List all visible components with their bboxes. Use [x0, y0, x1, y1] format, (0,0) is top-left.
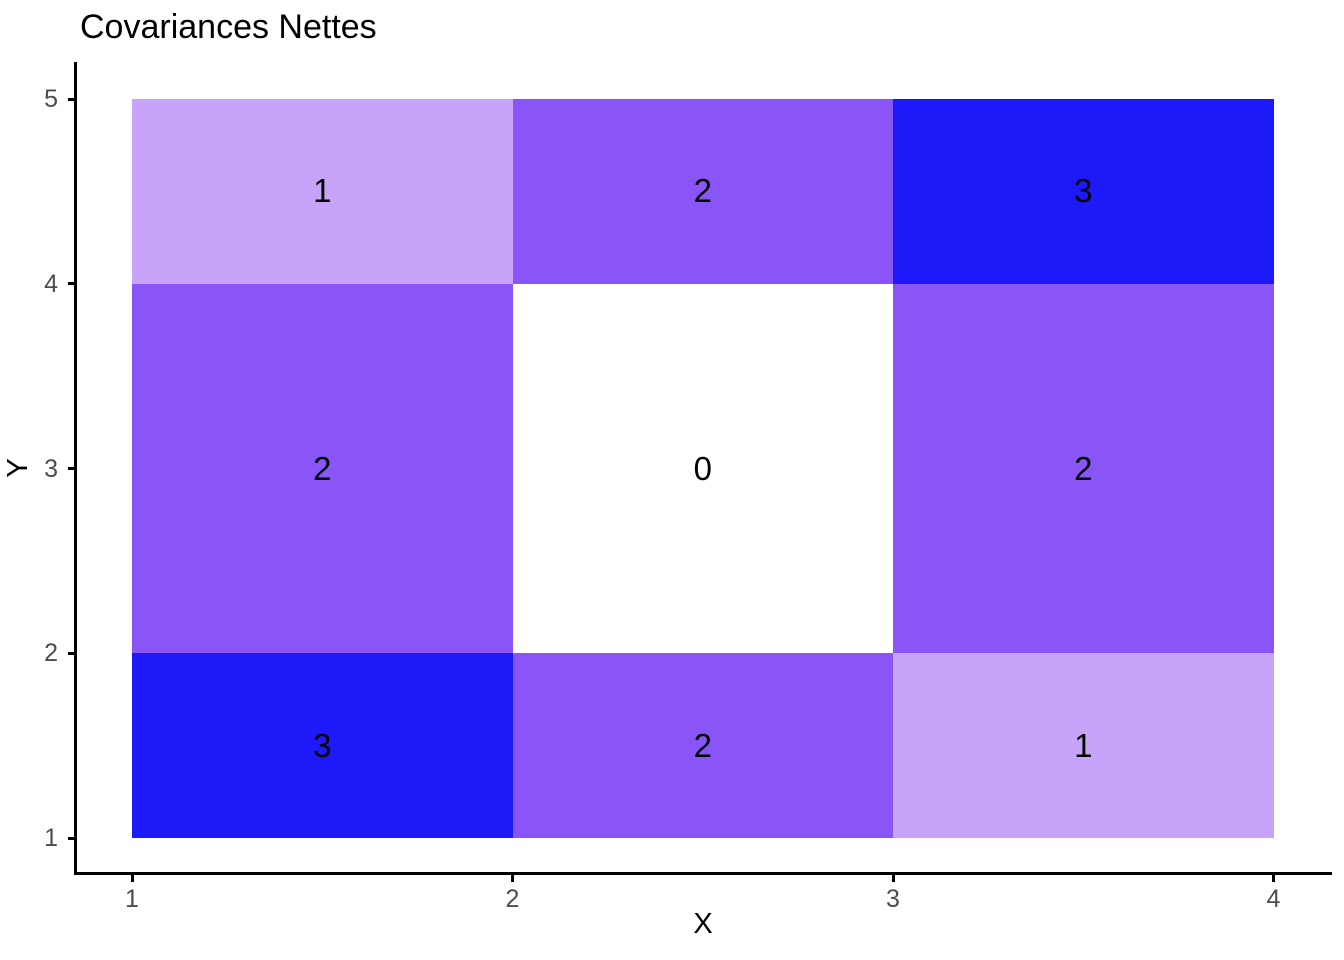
- x-tick-label: 1: [125, 885, 139, 913]
- x-tick-label: 2: [505, 885, 520, 913]
- y-axis-title: Y: [2, 458, 34, 478]
- y-axis-line: [74, 62, 77, 875]
- heatmap-tile: 0: [512, 283, 893, 654]
- x-tick-label: 3: [886, 885, 900, 913]
- y-tick-mark: [68, 651, 75, 655]
- tile-value-label: 2: [693, 172, 712, 210]
- x-axis-title: X: [693, 908, 713, 940]
- heatmap-tile: 3: [893, 99, 1274, 284]
- y-tick-label: 3: [44, 454, 58, 483]
- tile-value-label: 0: [693, 449, 712, 487]
- x-tick-label: 4: [1266, 885, 1281, 913]
- y-tick-label: 4: [44, 269, 58, 298]
- y-tick-mark: [68, 97, 75, 101]
- tile-value-label: 1: [313, 172, 332, 210]
- y-tick-mark: [68, 467, 75, 470]
- heatmap-tile: 3: [132, 653, 513, 838]
- tile-value-label: 2: [1074, 449, 1093, 487]
- x-tick-mark: [1272, 875, 1275, 882]
- y-tick-label: 5: [44, 85, 58, 113]
- y-tick-mark: [68, 282, 75, 286]
- tile-value-label: 1: [1074, 726, 1093, 764]
- x-axis-line: [75, 872, 1332, 875]
- tile-value-label: 2: [693, 726, 712, 764]
- heatmap-tile: 2: [512, 99, 893, 284]
- heatmap-tile: 1: [893, 653, 1274, 838]
- x-tick-mark: [511, 875, 514, 882]
- tile-value-label: 3: [313, 726, 332, 764]
- tile-value-label: 2: [313, 449, 332, 487]
- heatmap-tile: 1: [132, 99, 513, 284]
- heatmap-tile: 2: [893, 283, 1274, 654]
- chart-title: Covariances Nettes: [80, 8, 377, 46]
- tile-value-label: 3: [1074, 172, 1093, 210]
- y-tick-label: 1: [44, 824, 58, 852]
- x-tick-mark: [891, 875, 895, 882]
- y-tick-label: 2: [44, 639, 58, 668]
- heatmap-tile: 2: [512, 653, 893, 838]
- x-tick-mark: [130, 875, 134, 882]
- heatmap-tile: 2: [132, 283, 513, 654]
- y-tick-mark: [68, 836, 75, 840]
